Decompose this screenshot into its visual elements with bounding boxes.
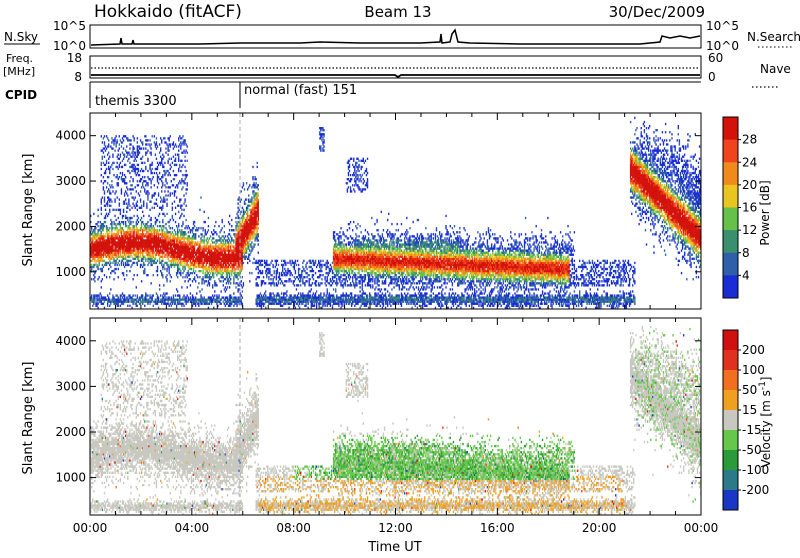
velocity-heatmap-panel: 1000 2000 3000 4000 00:00 04:00 08:00 12:00 16:0… [55, 318, 769, 535]
velocity-colorbar-tick: 50 [742, 383, 757, 397]
xtick-label: 08:00 [276, 521, 311, 535]
power-colorbar-tick: 8 [742, 246, 750, 260]
freq-unit: [MHz] [3, 65, 35, 78]
power-colorbar-tick: 20 [742, 178, 757, 192]
xtick-label: 12:00 [378, 521, 413, 535]
power-ytick-label: 3000 [55, 174, 86, 188]
velocity-colorbar-tick: 100 [742, 363, 765, 377]
nave-label: Nave [760, 62, 791, 76]
cpid-label: CPID [5, 88, 37, 102]
power-ytick-label: 2000 [55, 219, 86, 233]
xtick-label: 00:00 [684, 521, 719, 535]
velocity-colorbar-tick: 200 [742, 343, 765, 357]
xtick-label: 20:00 [582, 521, 617, 535]
velocity-ytick-label: 2000 [55, 425, 86, 439]
velocity-ytick-label: 4000 [55, 334, 86, 348]
power-colorbar-tick: 4 [742, 268, 750, 282]
xtick-label: 16:00 [480, 521, 515, 535]
power-colorbar-label: Power [dB] [758, 180, 772, 245]
velocity-colorbar-label: Velocity [m s-1] [758, 377, 773, 468]
power-colorbar-tick: 28 [742, 133, 757, 147]
freq-trace [91, 75, 700, 77]
power-colorbar: 28 24 20 16 12 8 4 [723, 117, 757, 299]
freq-label: Freq. [6, 52, 33, 65]
nsky-trace [91, 30, 700, 45]
nave-tick-top: 60 [708, 51, 723, 65]
nsky-label: N.Sky [4, 30, 38, 44]
power-ytick-label: 4000 [55, 129, 86, 143]
power-colorbar-tick: 12 [742, 223, 757, 237]
velocity-colorbar-tick: 15 [742, 403, 757, 417]
power-heatmap-panel: 1000 2000 3000 4000 28 24 20 16 12 8 4 [55, 113, 757, 309]
velocity-ytick-label: 3000 [55, 379, 86, 393]
power-colorbar-tick: 16 [742, 201, 757, 215]
nsearch-tick-top: 10^5 [706, 19, 739, 33]
velocity-ytick-label: 1000 [55, 471, 86, 485]
plot-canvas: Hokkaido (fitACF) Beam 13 30/Dec/2009 N.… [0, 0, 800, 554]
date-title: 30/Dec/2009 [609, 3, 705, 21]
nsearch-label: N.Search [747, 30, 800, 44]
xtick-label: 04:00 [175, 521, 210, 535]
xaxis-label: Time UT [367, 540, 421, 554]
power-colorbar-tick: 24 [742, 155, 757, 169]
freq-tick-bottom: 8 [74, 70, 82, 84]
beam-title: Beam 13 [364, 3, 431, 21]
power-ylabel: Slant Range [km] [21, 154, 36, 267]
nsky-tick-top: 10^5 [53, 19, 86, 33]
radar-summary-plot: Hokkaido (fitACF) Beam 13 30/Dec/2009 N.… [0, 0, 800, 554]
velocity-colorbar-tick: -200 [742, 483, 769, 497]
nave-tick-bottom: 0 [708, 70, 716, 84]
cpid-segment-normal: normal (fast) 151 [244, 83, 357, 98]
freq-tick-top: 18 [67, 51, 82, 65]
power-ytick-label: 1000 [55, 265, 86, 279]
station-title: Hokkaido (fitACF) [94, 2, 242, 22]
cpid-segment-themis: themis 3300 [95, 94, 177, 109]
velocity-ylabel: Slant Range [km] [21, 362, 36, 475]
xtick-label: 00:00 [73, 521, 108, 535]
